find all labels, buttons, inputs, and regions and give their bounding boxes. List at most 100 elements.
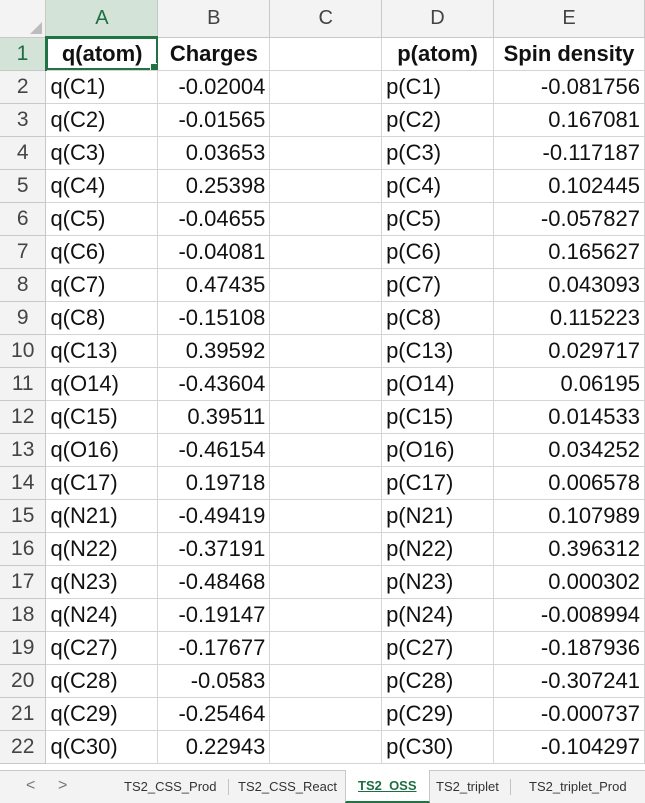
cell-spin-density[interactable]: 0.167081 [493, 103, 645, 137]
cell-atom-label[interactable]: q(C30) [45, 730, 159, 764]
cell-spin-density[interactable]: 0.396312 [493, 532, 645, 566]
cell-spin-density[interactable]: 0.107989 [493, 499, 645, 533]
cell-empty[interactable] [269, 631, 383, 665]
row-header[interactable]: 19 [0, 631, 47, 665]
cell-empty[interactable] [269, 499, 383, 533]
cell-spin-density[interactable]: 0.102445 [493, 169, 645, 203]
cell-charge[interactable]: 0.03653 [157, 136, 271, 170]
cell-spin-label[interactable]: p(C7) [381, 268, 494, 302]
cell-empty[interactable] [269, 466, 383, 500]
cell-spin-density[interactable]: -0.307241 [493, 664, 645, 698]
cell-empty[interactable] [269, 169, 383, 203]
cell-b1[interactable]: Charges [157, 37, 271, 71]
chevron-right-icon[interactable]: > [58, 777, 68, 794]
cell-atom-label[interactable]: q(N22) [45, 532, 159, 566]
cell-empty[interactable] [269, 367, 383, 401]
column-header-e[interactable]: E [493, 0, 645, 38]
cell-empty[interactable] [269, 301, 383, 335]
cell-empty[interactable] [269, 730, 383, 764]
cell-spin-density[interactable]: -0.117187 [493, 136, 645, 170]
cell-atom-label[interactable]: q(N24) [45, 598, 159, 632]
cell-charge[interactable]: -0.17677 [157, 631, 271, 665]
sheet-tab[interactable]: TS2_triplet [424, 771, 511, 803]
cell-empty[interactable] [269, 202, 383, 236]
cell-charge[interactable]: 0.22943 [157, 730, 271, 764]
cell-charge[interactable]: 0.25398 [157, 169, 271, 203]
cell-spin-density[interactable]: 0.006578 [493, 466, 645, 500]
cell-empty[interactable] [269, 532, 383, 566]
row-header[interactable]: 20 [0, 664, 47, 698]
cell-spin-label[interactable]: p(N24) [381, 598, 494, 632]
cell-charge[interactable]: -0.0583 [157, 664, 271, 698]
row-header[interactable]: 12 [0, 400, 47, 434]
cell-spin-density[interactable]: -0.104297 [493, 730, 645, 764]
cell-spin-label[interactable]: p(N22) [381, 532, 494, 566]
row-header[interactable]: 3 [0, 103, 47, 137]
cell-spin-density[interactable]: 0.165627 [493, 235, 645, 269]
cell-charge[interactable]: -0.43604 [157, 367, 271, 401]
cell-spin-label[interactable]: p(C8) [381, 301, 494, 335]
row-header[interactable]: 11 [0, 367, 47, 401]
cell-spin-density[interactable]: 0.034252 [493, 433, 645, 467]
cell-spin-label[interactable]: p(C3) [381, 136, 494, 170]
cell-empty[interactable] [269, 598, 383, 632]
cell-empty[interactable] [269, 565, 383, 599]
sheet-tab-active[interactable]: TS2_OSS [345, 770, 430, 803]
cell-charge[interactable]: -0.46154 [157, 433, 271, 467]
cell-charge[interactable]: -0.49419 [157, 499, 271, 533]
cell-spin-label[interactable]: p(O14) [381, 367, 494, 401]
sheet-tab[interactable]: TS2_CSS_Prod [112, 771, 229, 803]
cell-charge[interactable]: -0.19147 [157, 598, 271, 632]
cell-charge[interactable]: 0.19718 [157, 466, 271, 500]
cell-empty[interactable] [269, 136, 383, 170]
cell-spin-density[interactable]: 0.000302 [493, 565, 645, 599]
cell-spin-label[interactable]: p(C30) [381, 730, 494, 764]
row-header[interactable]: 14 [0, 466, 47, 500]
row-header[interactable]: 1 [0, 37, 47, 71]
cell-charge[interactable]: 0.39511 [157, 400, 271, 434]
cell-spin-label[interactable]: p(C4) [381, 169, 494, 203]
cell-spin-density[interactable]: 0.043093 [493, 268, 645, 302]
cell-c1[interactable] [269, 37, 383, 71]
cell-spin-label[interactable]: p(C1) [381, 70, 494, 104]
cell-charge[interactable]: -0.02004 [157, 70, 271, 104]
cell-e1[interactable]: Spin density [493, 37, 645, 71]
cell-spin-density[interactable]: 0.014533 [493, 400, 645, 434]
cell-atom-label[interactable]: q(N21) [45, 499, 159, 533]
cell-spin-density[interactable]: -0.008994 [493, 598, 645, 632]
cell-empty[interactable] [269, 70, 383, 104]
cell-atom-label[interactable]: q(C2) [45, 103, 159, 137]
cell-charge[interactable]: -0.25464 [157, 697, 271, 731]
row-header[interactable]: 16 [0, 532, 47, 566]
row-header[interactable]: 22 [0, 730, 47, 764]
cell-spin-density[interactable]: -0.081756 [493, 70, 645, 104]
row-header[interactable]: 6 [0, 202, 47, 236]
cell-spin-label[interactable]: p(C17) [381, 466, 494, 500]
cell-empty[interactable] [269, 103, 383, 137]
cell-atom-label[interactable]: q(C29) [45, 697, 159, 731]
cell-atom-label[interactable]: q(C7) [45, 268, 159, 302]
cell-charge[interactable]: -0.04655 [157, 202, 271, 236]
row-header[interactable]: 2 [0, 70, 47, 104]
cell-atom-label[interactable]: q(N23) [45, 565, 159, 599]
cell-atom-label[interactable]: q(C27) [45, 631, 159, 665]
cell-atom-label[interactable]: q(C4) [45, 169, 159, 203]
cell-empty[interactable] [269, 433, 383, 467]
cell-empty[interactable] [269, 697, 383, 731]
cell-atom-label[interactable]: q(O16) [45, 433, 159, 467]
cell-spin-label[interactable]: p(C27) [381, 631, 494, 665]
select-all-corner[interactable] [0, 0, 47, 38]
cell-atom-label[interactable]: q(C13) [45, 334, 159, 368]
cell-charge[interactable]: 0.39592 [157, 334, 271, 368]
column-header-a[interactable]: A [45, 0, 159, 38]
cell-spin-label[interactable]: p(C28) [381, 664, 494, 698]
cell-atom-label[interactable]: q(C28) [45, 664, 159, 698]
cell-spin-density[interactable]: 0.115223 [493, 301, 645, 335]
cell-spin-label[interactable]: p(C13) [381, 334, 494, 368]
row-header[interactable]: 8 [0, 268, 47, 302]
cell-charge[interactable]: -0.37191 [157, 532, 271, 566]
cell-atom-label[interactable]: q(C5) [45, 202, 159, 236]
sheet-tab[interactable]: TS2_triplet_Prod [517, 771, 639, 803]
cell-atom-label[interactable]: q(O14) [45, 367, 159, 401]
cell-empty[interactable] [269, 664, 383, 698]
